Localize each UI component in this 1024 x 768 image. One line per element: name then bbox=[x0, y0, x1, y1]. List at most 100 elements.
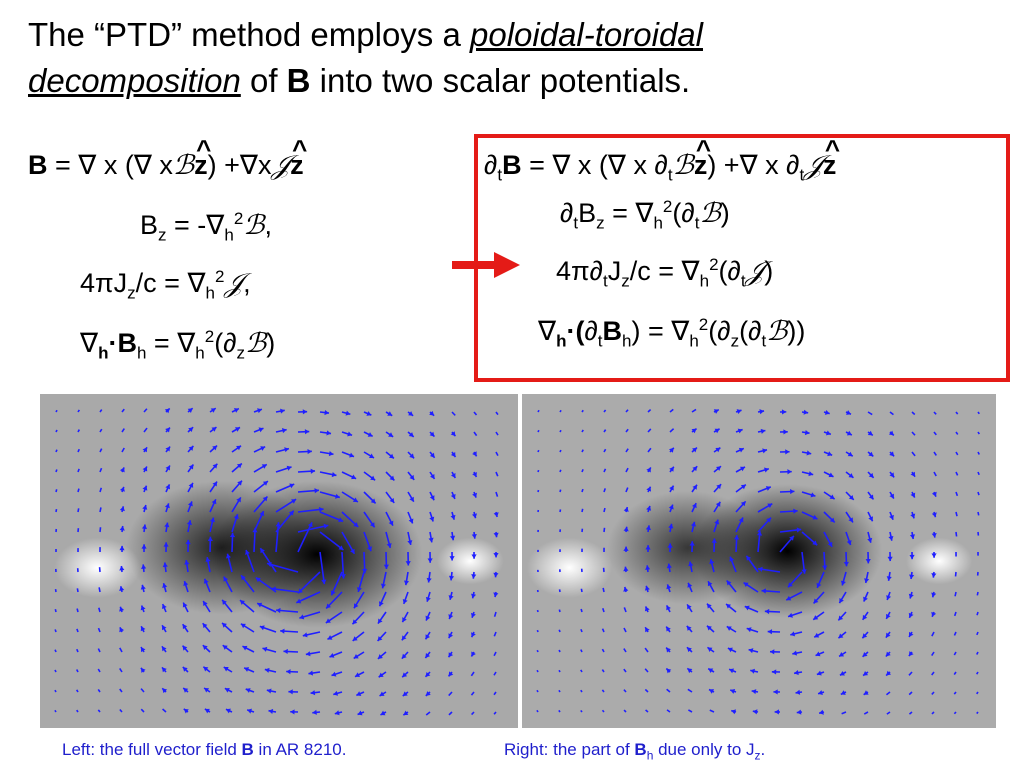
vector-arrowhead bbox=[908, 612, 914, 618]
vector-arrow bbox=[121, 447, 125, 453]
vector-arrowhead bbox=[427, 558, 433, 563]
vector-arrow bbox=[580, 689, 583, 693]
vector-arrow bbox=[603, 527, 606, 533]
vector-arrowhead bbox=[162, 688, 168, 694]
vector-arrowhead bbox=[731, 709, 737, 715]
vector-arrowhead bbox=[794, 670, 799, 676]
vector-arrowhead bbox=[428, 537, 434, 543]
vector-arrow bbox=[559, 409, 562, 413]
vector-arrowhead bbox=[236, 445, 242, 451]
vector-arrowhead bbox=[931, 611, 937, 617]
vector-arrowhead bbox=[378, 601, 384, 607]
vector-arrowhead bbox=[338, 517, 344, 523]
vector-arrowhead bbox=[886, 613, 891, 619]
vector-arrowhead bbox=[351, 474, 357, 480]
vector-arrowhead bbox=[326, 603, 331, 609]
vector-arrowhead bbox=[280, 408, 285, 414]
vector-arrowhead bbox=[774, 709, 779, 715]
vector-arrow bbox=[98, 607, 101, 613]
vector-arrow bbox=[140, 688, 145, 693]
vector-arrowhead bbox=[448, 633, 454, 639]
vector-arrowhead bbox=[325, 618, 331, 623]
vector-arrowhead bbox=[304, 429, 310, 435]
vector-arrow bbox=[908, 691, 913, 696]
vector-arrowhead bbox=[863, 670, 869, 676]
vector-arrowhead bbox=[889, 493, 894, 499]
vector-arrow bbox=[536, 649, 539, 653]
vector-arrowhead bbox=[378, 672, 384, 678]
vector-arrow bbox=[537, 429, 540, 433]
vector-arrowhead bbox=[818, 690, 823, 696]
vector-arrow bbox=[319, 531, 344, 551]
vector-arrowhead bbox=[224, 688, 230, 693]
vector-arrow bbox=[603, 409, 607, 413]
vector-arrowhead bbox=[350, 548, 355, 554]
vector-arrow bbox=[97, 688, 101, 693]
vector-arrow bbox=[955, 531, 958, 537]
title-emphasis-2: decomposition bbox=[28, 62, 241, 99]
vector-arrowhead bbox=[429, 410, 435, 416]
vector-arrow bbox=[911, 431, 916, 436]
vector-arrowhead bbox=[889, 472, 895, 478]
vector-arrow bbox=[953, 691, 957, 695]
vector-arrowhead bbox=[687, 668, 693, 674]
vector-arrowhead bbox=[765, 486, 771, 491]
vector-arrowhead bbox=[275, 522, 281, 527]
vector-arrowhead bbox=[796, 709, 802, 715]
left-equation-3: 4πJz/c = ∇h2𝒥, bbox=[80, 267, 251, 303]
vector-arrowhead bbox=[864, 578, 870, 583]
vector-arrow bbox=[581, 508, 584, 513]
vector-arrowhead bbox=[266, 688, 272, 694]
vector-arrow bbox=[976, 631, 979, 636]
vector-arrowhead bbox=[347, 431, 353, 437]
vector-arrowhead bbox=[182, 666, 188, 672]
vector-arrowhead bbox=[308, 670, 314, 676]
vector-arrow bbox=[933, 431, 937, 436]
vector-arrowhead bbox=[764, 608, 770, 615]
vector-arrowhead bbox=[471, 632, 476, 638]
vector-arrowhead bbox=[706, 603, 712, 609]
vector-arrow bbox=[470, 671, 475, 677]
vector-arrow bbox=[77, 409, 81, 413]
vector-arrow bbox=[341, 551, 345, 579]
vector-arrowhead bbox=[931, 491, 937, 497]
vector-arrowhead bbox=[740, 484, 746, 490]
vector-arrowhead bbox=[245, 550, 250, 555]
vector-arrowhead bbox=[862, 633, 868, 639]
vector-arrow bbox=[55, 429, 58, 433]
right-equation-3: 4π∂tJz/c = ∇h2(∂t𝒥) bbox=[556, 255, 774, 291]
vector-arrow bbox=[559, 429, 562, 433]
vector-arrowhead bbox=[242, 645, 248, 651]
vector-arrow bbox=[76, 709, 79, 713]
vector-arrowhead bbox=[646, 505, 652, 511]
vector-arrowhead bbox=[340, 574, 346, 579]
vector-arrow bbox=[558, 629, 561, 633]
vector-arrowhead bbox=[669, 447, 674, 453]
vector-arrowhead bbox=[813, 598, 819, 604]
vector-arrow bbox=[885, 691, 891, 696]
vector-arrowhead bbox=[746, 627, 752, 633]
vector-arrowhead bbox=[865, 559, 871, 564]
vector-arrowhead bbox=[212, 481, 218, 487]
vector-arrowhead bbox=[186, 520, 192, 526]
vector-arrowhead bbox=[623, 546, 629, 551]
vector-arrowhead bbox=[165, 446, 171, 452]
vector-arrowhead bbox=[402, 672, 408, 678]
vector-arrowhead bbox=[738, 447, 744, 453]
vector-arrowhead bbox=[329, 653, 335, 658]
vector-arrowhead bbox=[715, 501, 721, 507]
vector-arrowhead bbox=[773, 689, 778, 695]
vector-arrow bbox=[977, 431, 981, 435]
vector-arrow bbox=[601, 648, 605, 653]
vector-arrow bbox=[645, 709, 649, 713]
vector-arrowhead bbox=[646, 486, 652, 492]
vector-arrowhead bbox=[666, 668, 672, 674]
vector-arrow bbox=[448, 691, 453, 697]
vector-arrow bbox=[140, 708, 145, 713]
vector-arrowhead bbox=[205, 557, 211, 562]
vector-arrowhead bbox=[623, 507, 629, 512]
vector-arrow bbox=[493, 631, 497, 637]
vector-arrowhead bbox=[868, 494, 874, 500]
vector-arrow bbox=[99, 428, 103, 433]
vector-arrowhead bbox=[403, 710, 409, 716]
